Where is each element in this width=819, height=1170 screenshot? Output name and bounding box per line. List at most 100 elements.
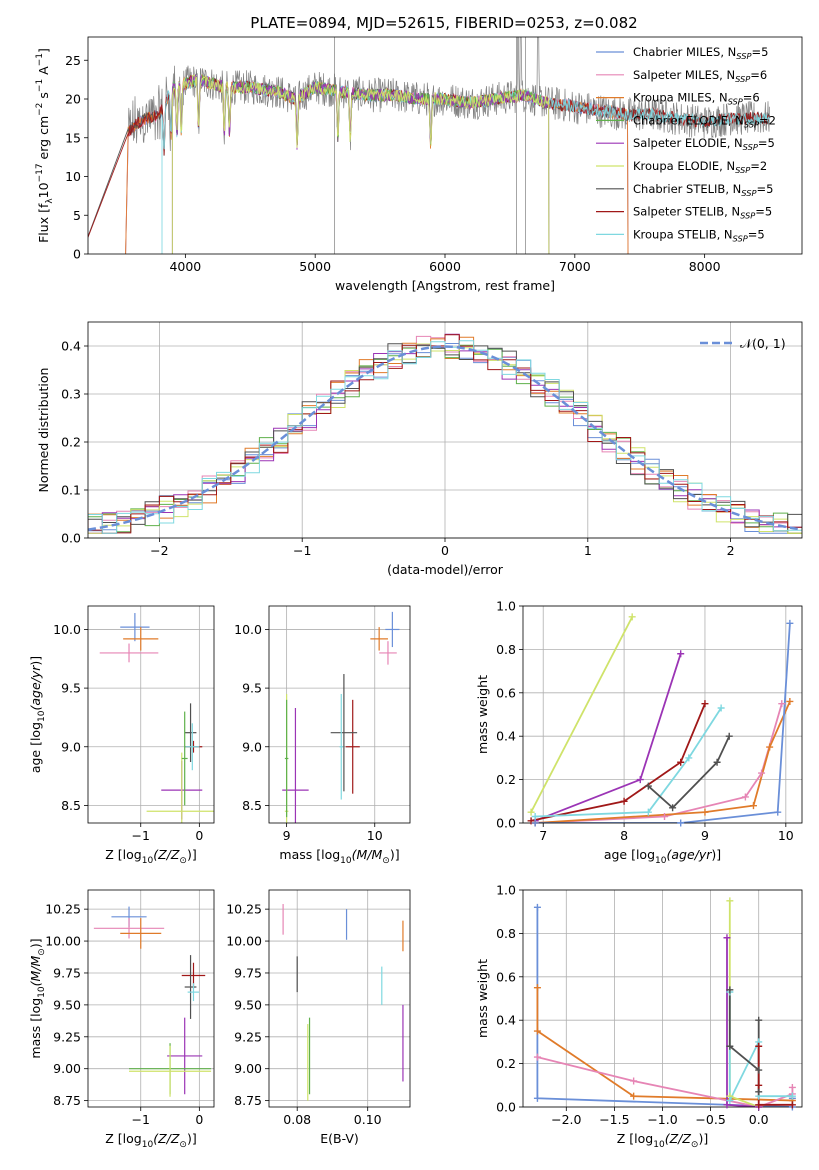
axes-frame (87, 36, 803, 255)
y-tick-label: 0 (73, 247, 81, 262)
axes-frame (522, 605, 803, 824)
mass-weight-marker (788, 1092, 796, 1100)
x-tick-label: 6000 (429, 259, 461, 274)
x-tick-label: 8 (620, 828, 628, 843)
x-tick-label: 0.0 (749, 1112, 769, 1127)
legend-entry: Kroupa MILES, NSSP=6 (633, 91, 760, 107)
y-tick-label: 0.2 (496, 772, 516, 787)
y-tick-label: 8.75 (53, 1093, 81, 1108)
mass-weight-marker (533, 903, 541, 911)
x-tick-label: 8000 (689, 259, 721, 274)
mass-weight-marker (755, 1081, 763, 1089)
mass-weight-marker (644, 808, 652, 816)
legend-entry: Kroupa ELODIE, NSSP=2 (633, 159, 767, 175)
x-axis-label: age [log10(age/yr)] (604, 847, 721, 866)
spectrum-legend: Chabrier MILES, NSSP=5 Salpeter MILES, NS… (596, 45, 776, 243)
y-tick-label: 8.75 (234, 1093, 262, 1108)
mass-weight-marker (531, 819, 539, 827)
x-axis-label: mass [log10(M/M⊙)] (279, 847, 399, 866)
y-axis-label: Flux [fλ10−17 erg cm−2 s−1 A−1] (35, 48, 55, 243)
y-tick-label: 0.4 (496, 1013, 516, 1028)
y-axis-label: mass weight (475, 959, 490, 1038)
mass-weight-marker (533, 1094, 541, 1102)
axes-frame (87, 321, 803, 539)
y-tick-label: 9.00 (234, 1061, 262, 1076)
y-tick-label: 0.2 (496, 1056, 516, 1071)
mass_weight_vs_age-chart: 7 8 9 10 0.0 0.2 0.4 0.6 0.8 1.0 age [log10(age/yr… (475, 599, 803, 866)
y-tick-label: 0.0 (496, 816, 516, 831)
mass_weight_vs_age-plot-area (530, 616, 791, 823)
x-axis-label: E(B-V) (320, 1131, 359, 1146)
mass-weight-line (530, 616, 633, 813)
x-axis-label: (data-model)/error (387, 562, 504, 577)
mass-weight-marker (723, 1101, 731, 1109)
y-tick-label: 9.25 (53, 1029, 81, 1044)
mass_vs_Z-plot-area (93, 906, 212, 1097)
mass-weight-marker (749, 802, 757, 810)
legend-entry: Kroupa STELIB, NSSP=5 (633, 227, 765, 243)
x-tick-label: −0.5 (695, 1112, 725, 1127)
spectrum-chart: 4000 5000 6000 7000 8000 0 5 10 15 20 25 wavelength… (35, 36, 803, 293)
mass-weight-marker (726, 1042, 734, 1050)
legend-entry: Chabrier STELIB, NSSP=5 (633, 182, 773, 198)
mass-weight-marker (644, 782, 652, 790)
mass-weight-line (530, 703, 706, 822)
mass-weight-marker (630, 1092, 638, 1100)
mass-weight-marker (628, 613, 636, 621)
x-axis-label: wavelength [Angstrom, rest frame] (335, 278, 555, 293)
y-tick-label: 10.00 (45, 934, 81, 949)
axes-frame (87, 889, 215, 1108)
y-tick-label: 0.4 (496, 729, 516, 744)
residual-histogram (88, 340, 802, 534)
y-tick-label: 10.0 (53, 622, 81, 637)
mass-weight-line (535, 707, 722, 818)
y-tick-label: 9.5 (61, 681, 81, 696)
x-tick-label: −2.0 (551, 1112, 581, 1127)
x-tick-label: 0 (195, 828, 203, 843)
age_vs_mass-plot-area (282, 611, 400, 823)
normal-distribution-curve (88, 345, 802, 531)
y-tick-label: 9.75 (53, 965, 81, 980)
y-tick-label: 9.5 (242, 681, 262, 696)
figure-title: PLATE=0894, MJD=52615, FIBERID=0253, z=0… (250, 14, 637, 32)
y-axis-label: mass [log10(M/M⊙)] (28, 938, 47, 1058)
mass-weight-marker (726, 897, 734, 905)
y-tick-label: 0.0 (496, 1100, 516, 1115)
mass-weight-marker (741, 793, 749, 801)
mass-weight-marker (533, 984, 541, 992)
mass-weight-marker (723, 934, 731, 942)
x-tick-label: 1 (584, 543, 592, 558)
x-tick-label: 2 (727, 543, 735, 558)
mass-weight-marker (726, 1096, 734, 1104)
mass-weight-marker (685, 754, 693, 762)
y-tick-label: 0.1 (61, 483, 81, 498)
mass_weight_vs_Z-plot-area (536, 900, 794, 1107)
mass-weight-marker (778, 700, 786, 708)
mass-weight-marker (788, 1083, 796, 1091)
mass-weight-marker (701, 808, 709, 816)
x-axis-label: Z [log10(Z/Z⊙)] (617, 1131, 708, 1150)
mass-weight-marker (774, 808, 782, 816)
y-tick-label: 1.0 (496, 599, 516, 614)
y-tick-label: 10.00 (226, 934, 262, 949)
mass_vs_Z-chart: −1 0 8.75 9.00 9.25 9.50 9.75 10.00 10.25 Z [log1… (28, 889, 215, 1150)
y-tick-label: 10.0 (234, 622, 262, 637)
mass_vs_EBV-plot-area (282, 904, 404, 1101)
y-tick-label: 8.5 (61, 798, 81, 813)
legend-entry: Salpeter ELODIE, NSSP=5 (633, 136, 775, 152)
y-tick-label: 20 (65, 92, 81, 107)
y-tick-label: 0.2 (61, 435, 81, 450)
axes-frame (268, 889, 411, 1108)
mass-weight-marker (701, 700, 709, 708)
y-tick-label: 25 (65, 53, 81, 68)
age_vs_Z-chart: −1 0 8.5 9.0 9.5 10.0 Z [log10(Z/Z⊙)] age [log1… (28, 605, 215, 866)
y-tick-label: 0.3 (61, 387, 81, 402)
legend-entry: 𝒩(0, 1) (740, 336, 786, 351)
mass-weight-marker (713, 758, 721, 766)
mass-weight-marker (636, 776, 644, 784)
mass-weight-marker (755, 1016, 763, 1024)
y-tick-label: 9.0 (61, 739, 81, 754)
mass-weight-marker (766, 743, 774, 751)
x-axis-label: Z [log10(Z/Z⊙)] (105, 1131, 196, 1150)
